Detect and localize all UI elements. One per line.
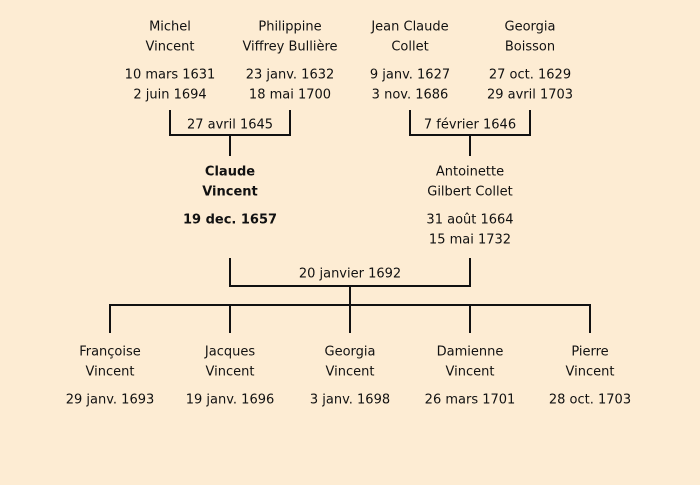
- person-name: Vincent: [446, 365, 495, 380]
- person-name: Pierre: [571, 345, 608, 360]
- person-name: Jean Claude: [370, 20, 448, 35]
- death-date: 15 mai 1732: [429, 233, 511, 248]
- person-name: Jacques: [204, 345, 255, 360]
- marriage-date: 27 avril 1645: [187, 118, 273, 133]
- birth-date: 3 janv. 1698: [310, 393, 390, 408]
- person-name: Boisson: [505, 40, 555, 55]
- person-name: Vincent: [206, 365, 255, 380]
- birth-date: 26 mars 1701: [425, 393, 516, 408]
- person-name: Vincent: [86, 365, 135, 380]
- death-date: 18 mai 1700: [249, 88, 331, 103]
- death-date: 2 juin 1694: [133, 88, 206, 103]
- person-name: Vincent: [146, 40, 195, 55]
- person-name: Vincent: [326, 365, 375, 380]
- death-date: 3 nov. 1686: [372, 88, 449, 103]
- person-name: Georgia: [505, 20, 556, 35]
- person-name: Damienne: [437, 345, 504, 360]
- birth-date: 10 mars 1631: [125, 68, 216, 83]
- birth-date: 19 janv. 1696: [186, 393, 275, 408]
- person-name: Georgia: [325, 345, 376, 360]
- person-name: Françoise: [79, 345, 141, 360]
- marriage-date: 20 janvier 1692: [299, 267, 401, 282]
- person-name: Vincent: [202, 185, 258, 200]
- birth-date: 27 oct. 1629: [489, 68, 571, 83]
- person-name: Collet: [391, 40, 428, 55]
- person-name: Claude: [205, 165, 255, 180]
- person-name: Michel: [149, 20, 191, 35]
- person-name: Antoinette: [436, 165, 504, 180]
- birth-date: 19 dec. 1657: [183, 213, 277, 228]
- death-date: 29 avril 1703: [487, 88, 573, 103]
- person-name: Vincent: [566, 365, 615, 380]
- person-name: Gilbert Collet: [427, 185, 512, 200]
- person-name: Philippine: [258, 20, 321, 35]
- birth-date: 31 août 1664: [426, 213, 513, 228]
- birth-date: 23 janv. 1632: [246, 68, 335, 83]
- marriage-date: 7 février 1646: [424, 118, 516, 133]
- connectors: [109, 110, 591, 333]
- birth-date: 9 janv. 1627: [370, 68, 450, 83]
- birth-date: 28 oct. 1703: [549, 393, 631, 408]
- person-name: Viffrey Bullière: [242, 40, 337, 55]
- birth-date: 29 janv. 1693: [66, 393, 155, 408]
